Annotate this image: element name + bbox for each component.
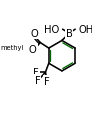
Text: B: B xyxy=(66,29,73,39)
Text: F: F xyxy=(44,76,50,86)
Text: F: F xyxy=(35,76,40,85)
Text: OH: OH xyxy=(78,24,92,34)
Text: methyl: methyl xyxy=(0,45,24,51)
Text: O: O xyxy=(29,45,37,55)
Text: O: O xyxy=(30,29,38,39)
Text: HO: HO xyxy=(44,24,59,34)
Text: F: F xyxy=(33,68,39,78)
